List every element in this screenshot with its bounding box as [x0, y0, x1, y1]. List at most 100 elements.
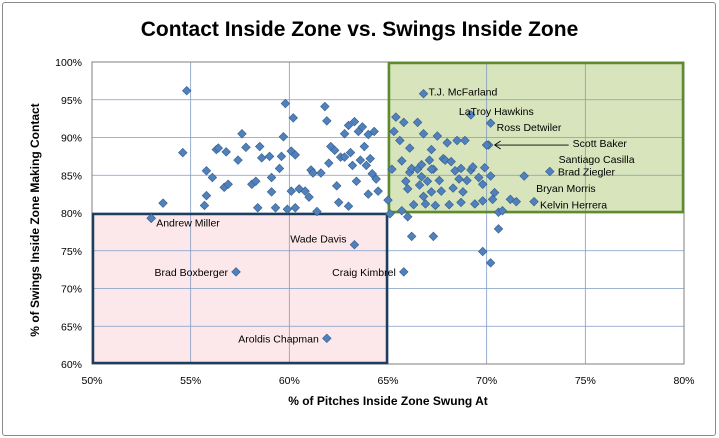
data-point	[178, 147, 188, 158]
data-point	[251, 176, 261, 187]
data-point	[207, 172, 218, 183]
point-label: Scott Baker	[573, 138, 628, 150]
data-point	[489, 187, 500, 198]
data-point	[345, 147, 356, 158]
data-point	[477, 179, 488, 190]
data-point	[406, 231, 417, 242]
data-point	[497, 206, 508, 216]
data-point	[406, 163, 417, 174]
data-point	[401, 176, 411, 187]
data-point	[266, 187, 277, 197]
data-point	[241, 142, 251, 153]
point-label: Santiago Casilla	[559, 154, 635, 166]
data-point	[280, 98, 291, 109]
data-point	[420, 199, 431, 209]
data-point	[371, 174, 381, 184]
data-point	[446, 156, 456, 167]
labeled-data-point	[529, 196, 539, 207]
labeled-data-point	[519, 171, 529, 181]
data-point	[181, 85, 192, 96]
data-point	[458, 187, 468, 197]
data-point	[312, 206, 322, 217]
data-point	[320, 101, 330, 112]
y-tick-label: 60%	[61, 359, 82, 371]
data-point	[452, 135, 462, 146]
data-point	[288, 113, 299, 123]
data-point	[278, 132, 289, 142]
data-point	[373, 186, 383, 196]
data-point	[369, 126, 379, 137]
data-point	[322, 116, 332, 126]
x-tick-label: 65%	[377, 375, 398, 387]
point-label: Brad Ziegler	[558, 166, 616, 178]
gridlines	[91, 61, 685, 365]
point-label: Brad Boxberger	[155, 267, 229, 279]
data-point	[416, 159, 427, 170]
tick-labels: 50% 55% 60% 65% 70% 75% 80% 60% 65% 70% 75% 80% 85% 9…	[55, 57, 694, 387]
data-point	[436, 186, 447, 196]
data-point	[418, 191, 429, 202]
data-point	[424, 155, 435, 165]
data-point	[282, 204, 293, 214]
data-point	[264, 151, 275, 162]
data-point	[397, 206, 407, 216]
data-point	[493, 224, 504, 234]
data-point	[333, 197, 344, 208]
y-tick-label: 70%	[61, 284, 82, 296]
data-point	[468, 162, 478, 172]
data-point	[448, 183, 458, 193]
x-tick-label: 70%	[476, 375, 497, 387]
data-point	[343, 201, 354, 211]
data-point	[442, 138, 452, 148]
data-point	[389, 126, 399, 137]
data-points	[146, 85, 555, 344]
data-point	[365, 153, 375, 164]
y-tick-label: 85%	[61, 170, 82, 182]
data-point	[158, 198, 168, 208]
data-point	[403, 212, 413, 222]
data-point	[456, 163, 466, 174]
data-point	[487, 194, 498, 205]
data-point	[414, 180, 425, 190]
data-point	[213, 143, 224, 153]
data-point	[201, 165, 212, 176]
data-point	[440, 155, 450, 165]
data-point	[428, 231, 439, 242]
point-label: Andrew Miller	[156, 217, 220, 229]
data-point	[474, 172, 484, 183]
data-point	[460, 135, 470, 146]
data-point	[426, 164, 437, 174]
labeled-data-point	[545, 166, 555, 177]
x-axis-label: % of Pitches Inside Zone Swung At	[288, 394, 488, 408]
data-point	[363, 189, 373, 199]
data-point	[403, 184, 413, 194]
data-point	[470, 199, 480, 209]
data-point	[404, 143, 415, 153]
data-point	[223, 179, 233, 190]
data-point	[308, 168, 318, 178]
data-point	[454, 174, 464, 184]
y-tick-label: 100%	[55, 57, 82, 69]
data-point	[434, 175, 445, 186]
x-tick-label: 80%	[673, 375, 694, 387]
data-point	[253, 202, 263, 213]
data-point	[385, 209, 395, 219]
x-tick-label: 60%	[279, 375, 300, 387]
data-point	[304, 192, 314, 202]
data-point	[274, 163, 285, 174]
point-label: LaTroy Hawkins	[459, 106, 534, 118]
data-point	[462, 175, 472, 186]
data-point	[201, 190, 212, 201]
data-point	[485, 258, 496, 268]
data-point	[479, 162, 490, 173]
data-point	[361, 160, 372, 171]
data-point	[343, 120, 354, 131]
point-label: Ross Detwiler	[497, 122, 562, 134]
data-point	[412, 117, 423, 128]
data-point	[387, 164, 397, 174]
labeled-data-point	[146, 213, 156, 224]
y-tick-label: 80%	[61, 208, 82, 220]
labeled-data-point	[485, 118, 496, 128]
data-point	[286, 186, 297, 196]
